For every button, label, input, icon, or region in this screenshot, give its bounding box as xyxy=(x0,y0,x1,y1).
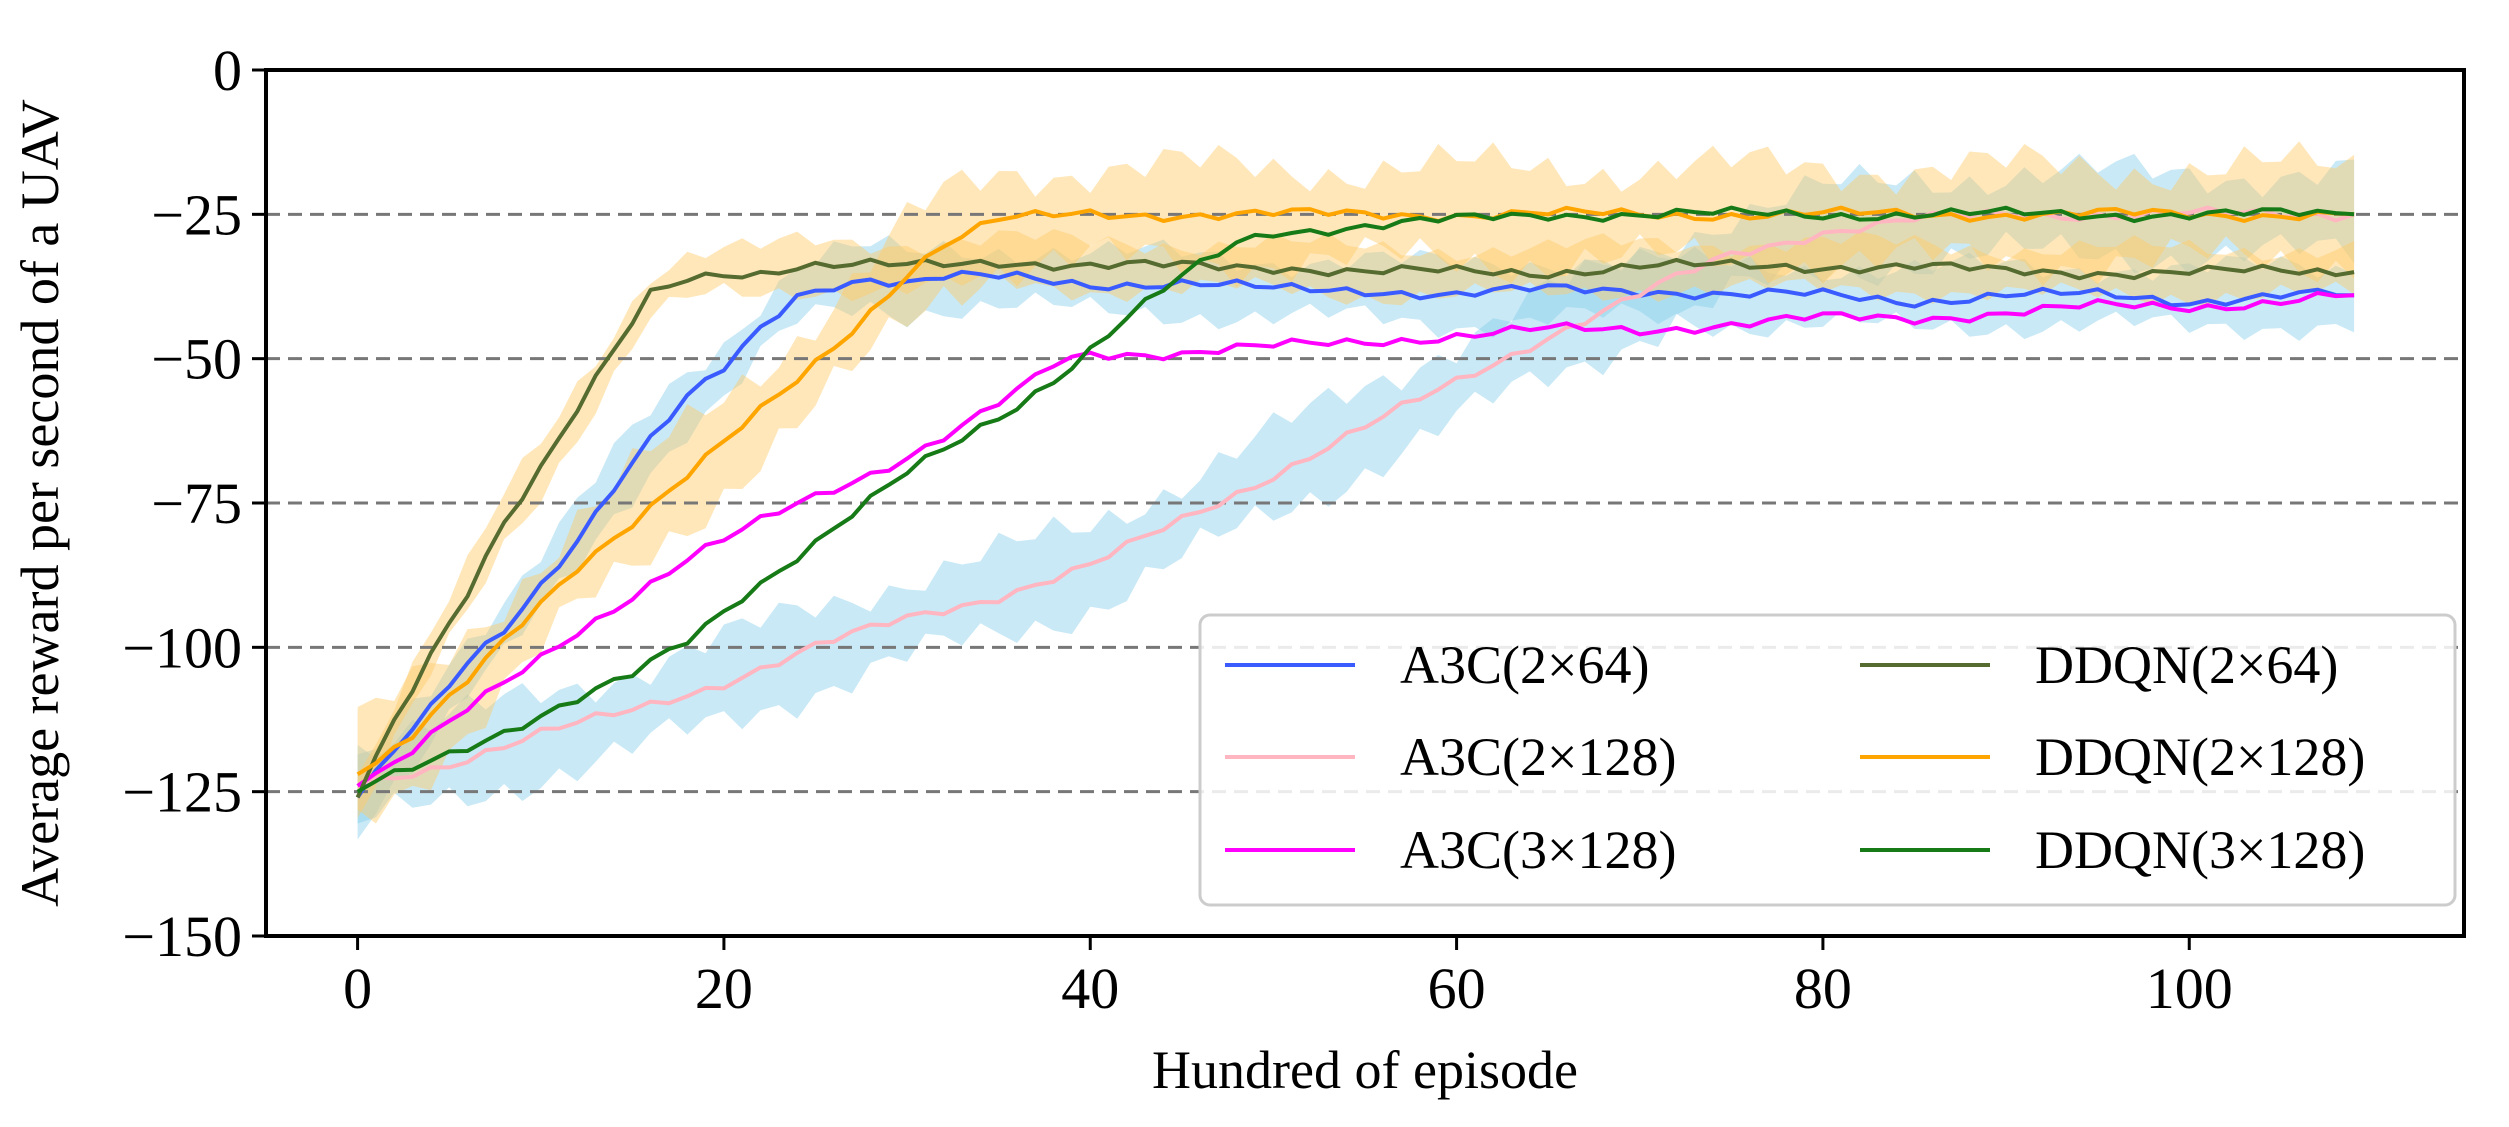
y-tick-label: 0 xyxy=(213,38,242,103)
x-axis-title: Hundred of episode xyxy=(1152,1040,1578,1100)
x-tick-label: 0 xyxy=(343,956,372,1021)
series-line xyxy=(355,269,2355,799)
x-tick-label: 80 xyxy=(1794,956,1852,1021)
series-line xyxy=(356,291,2355,788)
y-tick-label: −125 xyxy=(122,760,242,825)
y-tick-label: −100 xyxy=(122,615,242,680)
y-axis-ticks: 0 −25 −50 −75 −100 −125 −150 xyxy=(122,38,266,969)
legend-items: A3C(2×64) A3C(2×128) A3C(3×128) DDQN(2×64) D… xyxy=(1225,635,2365,880)
confidence-band xyxy=(357,141,2355,824)
legend-label: DDQN(2×128) xyxy=(2035,727,2365,787)
series-lines xyxy=(355,205,2355,799)
x-tick-label: 100 xyxy=(2146,956,2233,1021)
y-axis-title: Average reward per second of a UAV xyxy=(10,99,70,907)
x-tick-label: 60 xyxy=(1428,956,1486,1021)
series-line xyxy=(356,205,2355,794)
y-tick-label: −75 xyxy=(151,471,242,536)
series-line xyxy=(356,205,2355,777)
y-tick-label: −50 xyxy=(151,327,242,392)
x-axis-ticks: 0 20 40 60 80 100 xyxy=(343,936,2233,1021)
y-tick-label: −150 xyxy=(122,904,242,969)
confidence-band xyxy=(357,229,2355,819)
legend-label: A3C(2×128) xyxy=(1400,727,1676,787)
series-line xyxy=(355,257,2355,799)
legend-label: A3C(2×64) xyxy=(1400,635,1649,695)
x-tick-label: 20 xyxy=(695,956,753,1021)
legend-label: DDQN(2×64) xyxy=(2035,635,2338,695)
confidence-band xyxy=(357,153,2355,824)
legend-label: A3C(3×128) xyxy=(1400,820,1676,880)
legend: A3C(2×64) A3C(2×128) A3C(3×128) DDQN(2×64) D… xyxy=(1198,613,2457,907)
legend-box xyxy=(1198,613,2457,907)
x-tick-label: 40 xyxy=(1061,956,1119,1021)
legend-label: DDQN(3×128) xyxy=(2035,820,2365,880)
y-tick-label: −25 xyxy=(151,182,242,247)
